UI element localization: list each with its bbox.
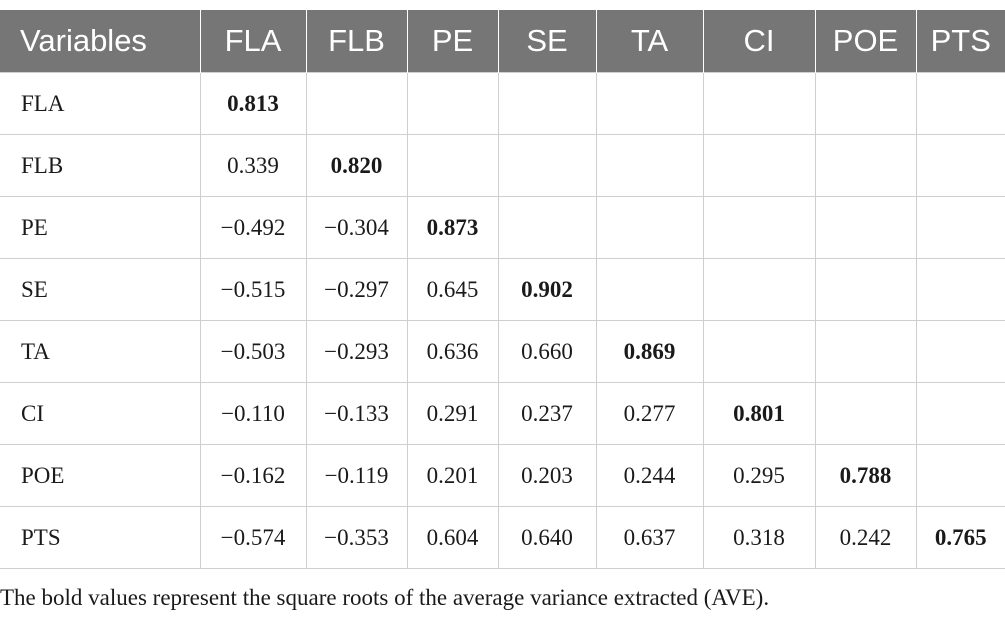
header-pe: PE [407, 10, 499, 73]
table-footnote: The bold values represent the square roo… [0, 585, 770, 610]
table-cell: −0.133 [305, 382, 408, 445]
table-cell [497, 72, 597, 135]
table-cell [497, 196, 597, 259]
table-cell: 0.640 [497, 506, 597, 569]
table-row: PE −0.492 −0.304 0.873 [0, 196, 1005, 259]
table-cell [595, 72, 704, 135]
table-cell [595, 258, 704, 321]
table-cell: 0.869 [595, 320, 704, 383]
table-cell: 0.820 [305, 134, 408, 197]
table-cell: −0.515 [199, 258, 307, 321]
row-label: FLA [0, 72, 201, 135]
table-cell [702, 134, 816, 197]
header-ta: TA [596, 10, 704, 73]
table-cell [814, 72, 917, 135]
table-cell: −0.293 [305, 320, 408, 383]
table-cell [814, 134, 917, 197]
table-row: CI −0.110 −0.133 0.291 0.237 0.277 0.801 [0, 382, 1005, 445]
table-cell: −0.119 [305, 444, 408, 507]
table-cell [702, 196, 816, 259]
table-cell: 0.902 [497, 258, 597, 321]
header-se: SE [498, 10, 597, 73]
table-cell [915, 382, 1005, 445]
table-cell: −0.304 [305, 196, 408, 259]
table-cell [702, 72, 816, 135]
table-header: Variables FLA FLB PE SE TA CI POE PTS [0, 10, 1005, 73]
table-cell [497, 134, 597, 197]
row-label: PTS [0, 506, 201, 569]
table-cell: 0.277 [595, 382, 704, 445]
table-cell: −0.353 [305, 506, 408, 569]
table-cell [305, 72, 408, 135]
table-cell: −0.503 [199, 320, 307, 383]
correlation-table: Variables FLA FLB PE SE TA CI POE PTS FL… [0, 10, 1005, 569]
row-label: TA [0, 320, 201, 383]
row-label: POE [0, 444, 201, 507]
table-body: FLA 0.813 FLB 0.339 0.820 PE −0.492 −0.304 0.873… [0, 72, 1005, 569]
table-cell: 0.801 [702, 382, 816, 445]
table-cell [702, 320, 816, 383]
table-cell: 0.242 [814, 506, 917, 569]
table-cell: 0.237 [497, 382, 597, 445]
header-pts: PTS [916, 10, 1005, 73]
row-label: FLB [0, 134, 201, 197]
table-cell [915, 196, 1005, 259]
table-cell [814, 382, 917, 445]
table-cell [702, 258, 816, 321]
table-cell: 0.636 [406, 320, 499, 383]
table-cell: 0.339 [199, 134, 307, 197]
table-cell: 0.291 [406, 382, 499, 445]
table-cell [814, 196, 917, 259]
table-cell: 0.645 [406, 258, 499, 321]
header-fla: FLA [200, 10, 307, 73]
table-cell: −0.110 [199, 382, 307, 445]
header-ci: CI [703, 10, 816, 73]
table-cell: −0.574 [199, 506, 307, 569]
table-cell: 0.295 [702, 444, 816, 507]
table-cell [595, 134, 704, 197]
table-row: TA −0.503 −0.293 0.636 0.660 0.869 [0, 320, 1005, 383]
table-cell [595, 196, 704, 259]
header-row: Variables FLA FLB PE SE TA CI POE PTS [0, 10, 1005, 73]
table-cell: 0.318 [702, 506, 816, 569]
table-row: FLB 0.339 0.820 [0, 134, 1005, 197]
table-cell [915, 72, 1005, 135]
row-label: SE [0, 258, 201, 321]
table-cell [814, 258, 917, 321]
table-row: FLA 0.813 [0, 72, 1005, 135]
table-cell: 0.788 [814, 444, 917, 507]
row-label: CI [0, 382, 201, 445]
table-row: PTS −0.574 −0.353 0.604 0.640 0.637 0.318 0.242… [0, 506, 1005, 569]
table-row: POE −0.162 −0.119 0.201 0.203 0.244 0.295 0.788 [0, 444, 1005, 507]
table-cell: 0.203 [497, 444, 597, 507]
table-cell: 0.201 [406, 444, 499, 507]
header-variables: Variables [0, 10, 201, 73]
table-cell: 0.637 [595, 506, 704, 569]
table-cell [814, 320, 917, 383]
table-cell [406, 72, 499, 135]
table-cell [915, 320, 1005, 383]
table-cell: 0.873 [406, 196, 499, 259]
table-cell: −0.297 [305, 258, 408, 321]
table-cell [915, 258, 1005, 321]
table-row: SE −0.515 −0.297 0.645 0.902 [0, 258, 1005, 321]
table-cell: 0.660 [497, 320, 597, 383]
table-cell: 0.244 [595, 444, 704, 507]
row-label: PE [0, 196, 201, 259]
table-cell: 0.604 [406, 506, 499, 569]
table-cell: −0.492 [199, 196, 307, 259]
table-cell [915, 444, 1005, 507]
table-cell [406, 134, 499, 197]
header-flb: FLB [306, 10, 408, 73]
header-poe: POE [815, 10, 917, 73]
table-cell [915, 134, 1005, 197]
table-cell: 0.813 [199, 72, 307, 135]
table-cell: 0.765 [915, 506, 1005, 569]
table-cell: −0.162 [199, 444, 307, 507]
